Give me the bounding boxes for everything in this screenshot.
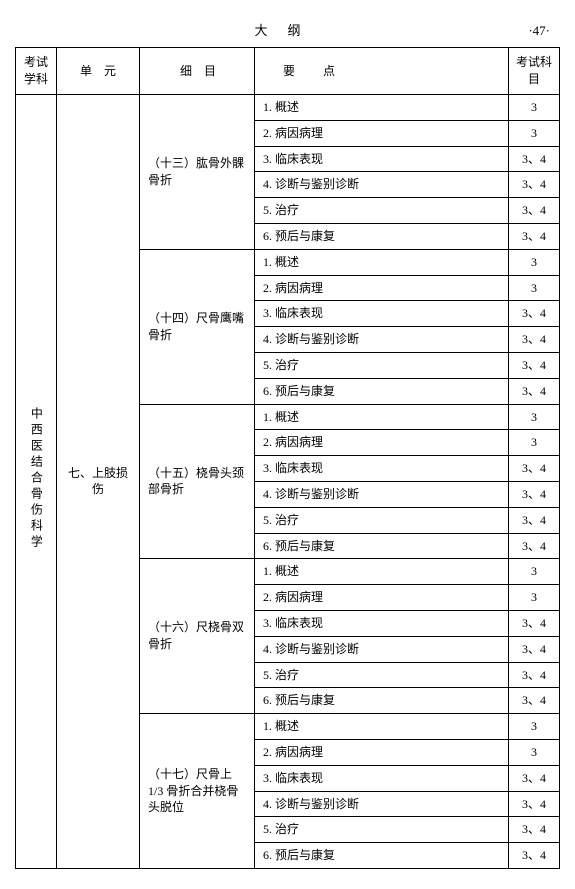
exam-cell: 3、4 [509,533,560,559]
point-cell: 6. 预后与康复 [255,223,509,249]
page-header: 大纲 ·47· [15,20,560,47]
point-cell: 4. 诊断与鉴别诊断 [255,172,509,198]
point-cell: 5. 治疗 [255,662,509,688]
point-cell: 5. 治疗 [255,507,509,533]
point-cell: 6. 预后与康复 [255,533,509,559]
point-cell: 3. 临床表现 [255,146,509,172]
exam-cell: 3、4 [509,146,560,172]
point-cell: 5. 治疗 [255,198,509,224]
point-cell: 3. 临床表现 [255,301,509,327]
point-cell: 4. 诊断与鉴别诊断 [255,791,509,817]
point-cell: 1. 概述 [255,559,509,585]
col-header-subject: 考试学科 [16,48,57,95]
exam-cell: 3、4 [509,223,560,249]
point-cell: 5. 治疗 [255,352,509,378]
point-cell: 2. 病因病理 [255,739,509,765]
exam-cell: 3、4 [509,198,560,224]
exam-cell: 3 [509,275,560,301]
exam-cell: 3、4 [509,636,560,662]
exam-cell: 3 [509,95,560,121]
point-cell: 2. 病因病理 [255,585,509,611]
detail-cell: （十六）尺桡骨双骨折 [140,559,255,714]
exam-cell: 3 [509,120,560,146]
exam-cell: 3、4 [509,172,560,198]
point-cell: 4. 诊断与鉴别诊断 [255,636,509,662]
point-cell: 3. 临床表现 [255,610,509,636]
exam-cell: 3、4 [509,662,560,688]
subject-text: 中西医结合骨伤科学 [28,407,45,551]
exam-cell: 3、4 [509,481,560,507]
point-cell: 1. 概述 [255,249,509,275]
exam-cell: 3 [509,404,560,430]
detail-cell: （十四）尺骨鹰嘴骨折 [140,249,255,404]
exam-cell: 3 [509,559,560,585]
point-cell: 4. 诊断与鉴别诊断 [255,327,509,353]
exam-cell: 3、4 [509,817,560,843]
col-header-point: 要点 [255,48,509,95]
point-cell: 6. 预后与康复 [255,688,509,714]
col-header-detail: 细 目 [140,48,255,95]
point-cell: 1. 概述 [255,404,509,430]
point-cell: 1. 概述 [255,95,509,121]
point-cell: 4. 诊断与鉴别诊断 [255,481,509,507]
exam-cell: 3 [509,739,560,765]
point-cell: 2. 病因病理 [255,120,509,146]
point-cell: 6. 预后与康复 [255,378,509,404]
point-cell: 5. 治疗 [255,817,509,843]
syllabus-table: 考试学科 单 元 细 目 要点 考试科目 中西医结合骨伤科学七、上肢损伤（十三）… [15,47,560,869]
exam-cell: 3、4 [509,378,560,404]
point-cell: 2. 病因病理 [255,275,509,301]
point-cell: 1. 概述 [255,714,509,740]
exam-cell: 3、4 [509,791,560,817]
exam-cell: 3、4 [509,352,560,378]
exam-cell: 3 [509,714,560,740]
exam-cell: 3 [509,585,560,611]
exam-cell: 3、4 [509,688,560,714]
exam-cell: 3、4 [509,507,560,533]
point-cell: 6. 预后与康复 [255,843,509,869]
exam-cell: 3、4 [509,456,560,482]
header-page-number: ·47· [375,23,550,39]
exam-cell: 3、4 [509,327,560,353]
table-row: 中西医结合骨伤科学七、上肢损伤（十三）肱骨外髁骨折1. 概述3 [16,95,560,121]
exam-cell: 3、4 [509,765,560,791]
col-header-unit: 单 元 [57,48,140,95]
col-header-exam: 考试科目 [509,48,560,95]
header-title: 大纲 [200,20,375,39]
point-cell: 3. 临床表现 [255,456,509,482]
detail-cell: （十三）肱骨外髁骨折 [140,95,255,250]
exam-cell: 3、4 [509,843,560,869]
detail-cell: （十七）尺骨上 1/3 骨折合并桡骨头脱位 [140,714,255,869]
detail-cell: （十五）桡骨头颈部骨折 [140,404,255,559]
exam-cell: 3 [509,249,560,275]
exam-cell: 3、4 [509,301,560,327]
point-cell: 3. 临床表现 [255,765,509,791]
point-cell: 2. 病因病理 [255,430,509,456]
exam-cell: 3、4 [509,610,560,636]
table-header-row: 考试学科 单 元 细 目 要点 考试科目 [16,48,560,95]
unit-cell: 七、上肢损伤 [57,95,140,869]
exam-cell: 3 [509,430,560,456]
subject-cell: 中西医结合骨伤科学 [16,95,57,869]
